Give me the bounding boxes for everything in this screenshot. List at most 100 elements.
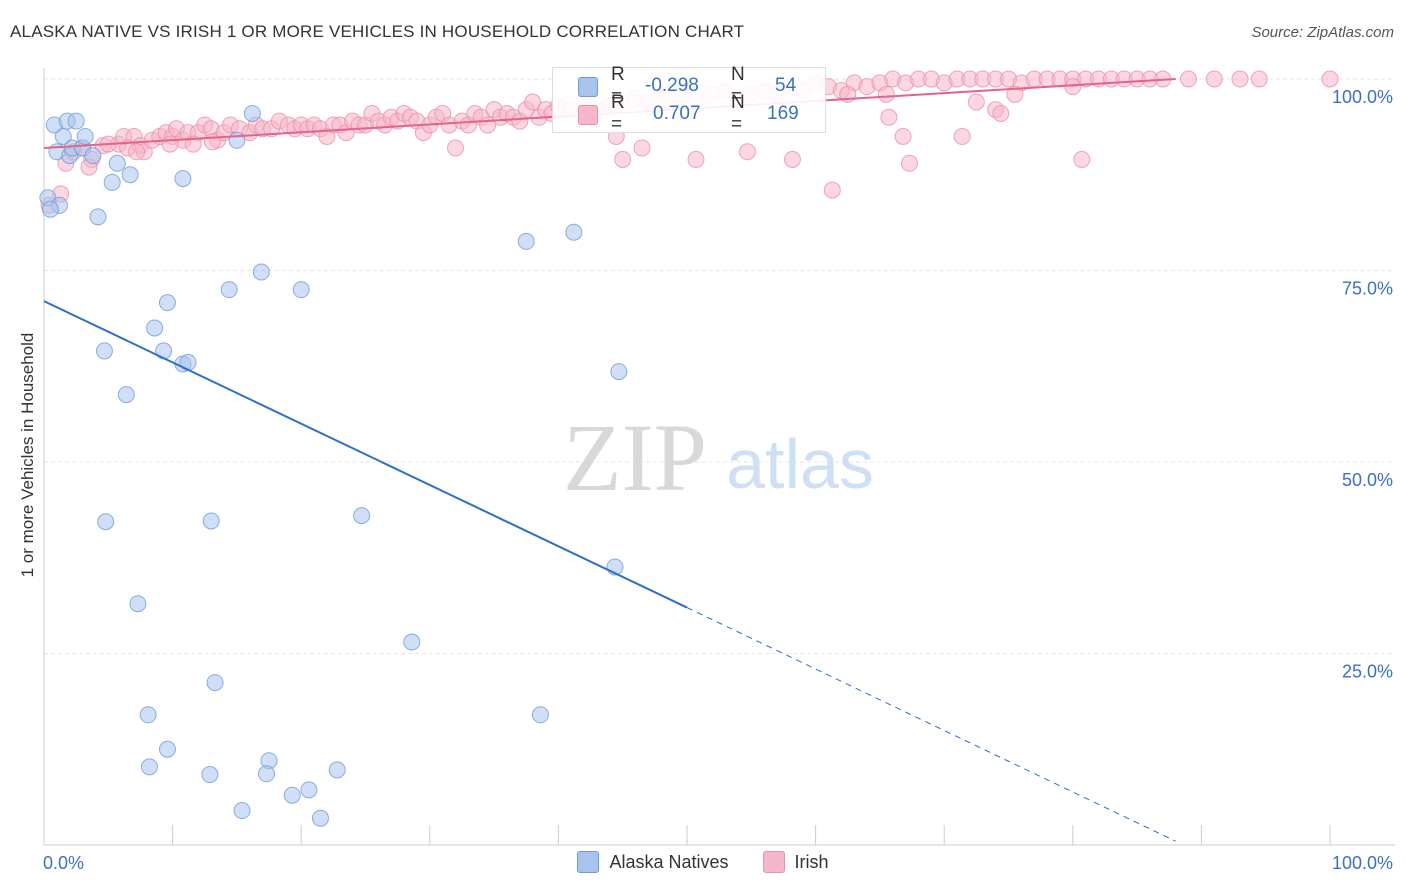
alaska-point-32 [97,513,115,531]
alaska-n-label: N = [731,64,745,107]
legend-item-alaska[interactable]: Alaska Natives [577,851,729,873]
axes [43,68,1395,846]
alaska-point-13 [103,173,121,191]
alaska-r-value: -0.298 [645,75,699,96]
irish-point-144 [1073,150,1091,168]
irish-point-151 [203,133,221,151]
legend-item-irish[interactable]: Irish [762,851,829,873]
irish-point-138 [953,127,971,145]
alaska-point-40 [531,706,549,724]
legend: Alaska Natives Irish [0,851,1406,873]
irish-point-129 [687,150,705,168]
alaska-r-label: R = [611,64,625,107]
irish-point-134 [877,85,895,103]
alaska-point-36 [129,595,147,613]
irish-point-131 [783,150,801,168]
alaska-point-14 [108,154,126,172]
stats-box: R = -0.298 N = 54 R = 0.707 N = 169 [552,64,826,135]
irish-point-126 [1231,70,1249,88]
alaska-point-34 [353,507,371,525]
alaska-point-43 [140,758,158,776]
alaska-n-value: 54 [775,75,797,96]
alaska-point-15 [121,166,139,184]
irish-legend-swatch-icon [762,851,785,873]
watermark-atlas: atlas [726,425,874,503]
y-tick-label-100: 100.0% [1332,87,1393,107]
irish-point-82 [633,139,651,157]
y-tick-label-25: 25.0% [1342,662,1393,682]
alaska-point-48 [300,781,318,799]
alaska-point-10 [76,127,94,145]
irish-point-143 [1064,78,1082,96]
y-tick-label-75: 75.0% [1342,279,1393,299]
irish-point-150 [184,135,202,153]
irish-r-label: R = [611,92,625,135]
alaska-trend-extension [686,607,1176,842]
legend-label-irish: Irish [794,851,829,872]
alaska-point-39 [139,706,157,724]
alaska-point-8 [67,112,85,130]
irish-point-69 [524,93,542,111]
irish-point-130 [738,143,756,161]
irish-r-value: 0.707 [653,103,701,124]
alaska-point-44 [201,766,219,784]
irish-point-149 [161,135,179,153]
source-label: Source: ZipAtlas.com [1251,24,1394,41]
chart-title: ALASKA NATIVE VS IRISH 1 OR MORE VEHICLE… [10,22,745,41]
alaska-point-17 [228,131,246,149]
watermark: ZIP atlas [563,404,874,511]
alaska-point-23 [158,294,176,312]
legend-label-alaska: Alaska Natives [609,851,729,872]
x-tick-label-max: 100.0% [1332,853,1393,873]
alaska-point-21 [292,281,310,299]
alaska-points [39,104,628,827]
irish-swatch-icon [578,105,598,125]
alaska-swatch-icon [578,77,598,97]
alaska-point-38 [206,674,224,692]
alaska-point-24 [95,342,113,360]
irish-point-135 [880,108,898,126]
alaska-point-16 [174,170,192,188]
irish-point-142 [1006,85,1024,103]
y-tick-labels: 25.0% 50.0% 75.0% 100.0% [1332,87,1393,682]
alaska-point-47 [283,786,301,804]
irish-point-124 [1180,70,1198,88]
irish-n-value: 169 [767,103,799,124]
alaska-point-20 [252,263,270,281]
alaska-point-28 [117,386,135,404]
alaska-point-37 [403,633,421,651]
irish-point-125 [1205,70,1223,88]
alaska-point-18 [243,104,261,122]
irish-point-141 [992,104,1010,122]
alaska-point-12 [89,208,107,226]
alaska-point-29 [517,232,535,250]
alaska-trend-line [43,300,688,609]
irish-point-79 [614,150,632,168]
alaska-point-31 [610,363,628,381]
alaska-point-22 [146,319,164,337]
irish-point-148 [128,143,146,161]
irish-n-label: N = [731,92,745,135]
irish-point-137 [900,154,918,172]
alaska-point-46 [328,761,346,779]
irish-point-139 [967,93,985,111]
y-tick-label-50: 50.0% [1342,470,1393,490]
alaska-point-50 [311,809,329,827]
alaska-point-30 [565,223,583,241]
alaska-point-33 [202,512,220,530]
irish-point-57 [447,139,465,157]
x-tick-label-min: 0.0% [43,853,84,873]
x-tick-labels: 0.0% 100.0% [43,853,1393,873]
alaska-point-45 [257,765,275,783]
alaska-point-41 [158,740,176,758]
alaska-point-51 [41,200,59,218]
irish-point-132 [823,181,841,199]
alaska-point-19 [220,281,238,299]
watermark-zip: ZIP [563,404,707,511]
irish-point-128 [1321,70,1339,88]
alaska-legend-swatch-icon [577,851,600,873]
irish-point-127 [1250,70,1268,88]
alaska-point-49 [233,802,251,820]
irish-point-136 [894,127,912,145]
